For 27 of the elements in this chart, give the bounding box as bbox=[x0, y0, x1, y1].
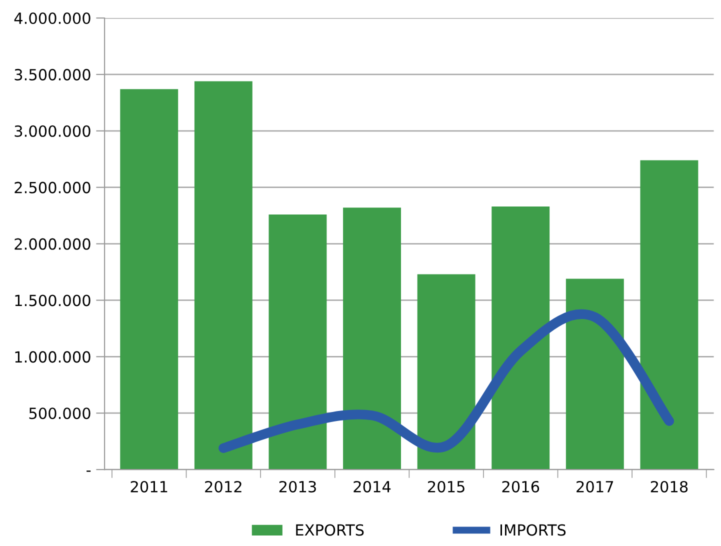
legend-label: EXPORTS bbox=[296, 524, 364, 536]
bar bbox=[343, 208, 401, 470]
y-tick-label: 1.500.000 bbox=[15, 294, 90, 306]
bar bbox=[268, 214, 327, 470]
bar bbox=[566, 278, 624, 470]
bar bbox=[640, 160, 698, 470]
x-tick-label: 2017 bbox=[576, 480, 614, 492]
bar bbox=[492, 206, 550, 470]
x-tick-label: 2012 bbox=[205, 480, 242, 492]
bar bbox=[417, 274, 476, 470]
x-tick-label: 2018 bbox=[650, 480, 688, 492]
y-tick-label: 4.000.000 bbox=[14, 12, 90, 24]
y-tick-label: 2.000.000 bbox=[14, 238, 90, 250]
y-tick-label: 500.000 bbox=[29, 408, 90, 420]
x-tick-label: 2016 bbox=[502, 480, 540, 492]
y-tick-label: 3.500.000 bbox=[14, 68, 90, 80]
x-tick-label: 2011 bbox=[130, 480, 168, 492]
bar bbox=[120, 89, 178, 470]
x-tick-label: 2015 bbox=[428, 480, 464, 492]
y-tick-label: 1.000.000 bbox=[15, 351, 90, 363]
y-tick-label: 2.500.000 bbox=[14, 182, 90, 194]
y-tick-label: 3.000.000 bbox=[14, 125, 90, 137]
y-tick-label: - bbox=[86, 470, 91, 472]
x-tick-label: 2014 bbox=[354, 480, 391, 492]
x-tick-label: 2013 bbox=[279, 480, 316, 492]
legend-label: IMPORTS bbox=[500, 524, 566, 536]
bar bbox=[194, 81, 252, 470]
